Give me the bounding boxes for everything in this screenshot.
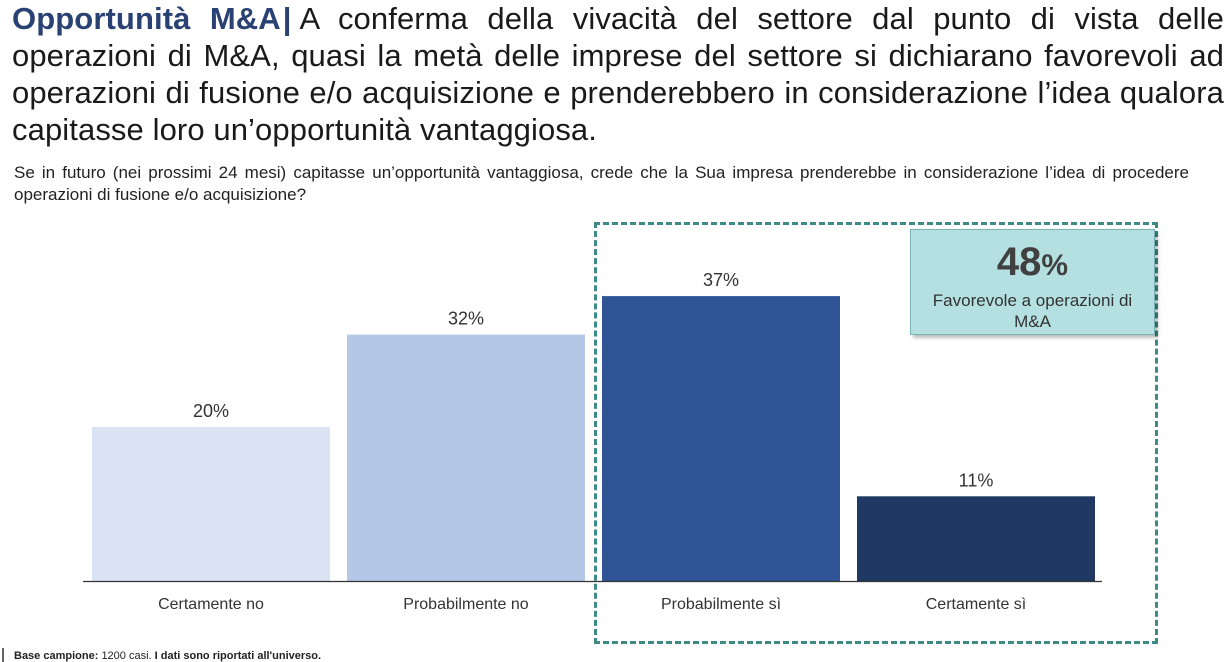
- favorable-callout: 48% Favorevole a operazioni di M&A: [910, 229, 1155, 335]
- category-label: Certamente sì: [926, 596, 1026, 613]
- headline-title: Opportunità M&A: [12, 1, 281, 36]
- survey-question: Se in futuro (nei prossimi 24 mesi) capi…: [14, 163, 1189, 204]
- bar: [857, 496, 1095, 581]
- bar: [92, 427, 330, 581]
- footer-note: Base campione: 1200 casi. I dati sono ri…: [14, 650, 321, 662]
- bar: [602, 296, 840, 581]
- category-label: Probabilmente sì: [661, 596, 781, 613]
- highlight-dashed-box: [594, 222, 1158, 644]
- footer-universe-note: I dati sono riportati all'universo.: [154, 650, 322, 662]
- footer-base-text: 1200 casi.: [101, 650, 152, 662]
- headline-text: A conferma della vivacità del settore da…: [12, 1, 1224, 147]
- footer-marker: [2, 648, 4, 662]
- category-label: Certamente no: [158, 596, 264, 613]
- footer-base-label: Base campione:: [14, 650, 99, 662]
- headline-separator: |: [282, 1, 292, 36]
- bar-value-label: 11%: [959, 470, 994, 490]
- bar-value-label: 20%: [193, 401, 229, 421]
- callout-unit: %: [1041, 249, 1069, 282]
- callout-value: 48: [996, 240, 1042, 284]
- callout-value-row: 48%: [911, 240, 1154, 288]
- bar-value-label: 37%: [703, 270, 739, 290]
- bar: [347, 334, 585, 581]
- callout-label: Favorevole a operazioni di M&A: [932, 291, 1133, 331]
- bar-value-label: 32%: [448, 309, 484, 329]
- headline: Opportunità M&A| A conferma della vivacit…: [12, 0, 1224, 148]
- category-label: Probabilmente no: [403, 596, 529, 613]
